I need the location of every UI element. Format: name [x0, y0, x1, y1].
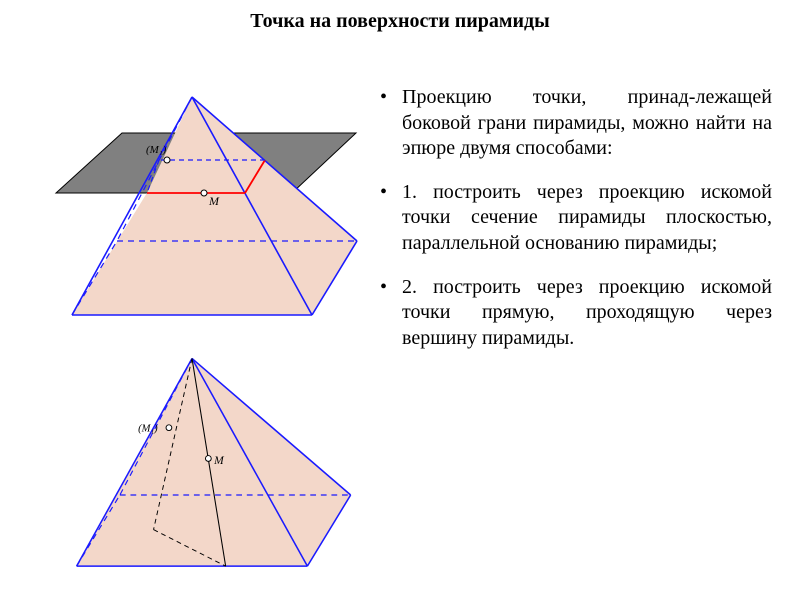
list-item: Проекцию точки, принад-лежащей боковой г… — [380, 85, 772, 162]
label-m1-b: (M₁) — [138, 424, 158, 435]
list-item: 2. построить через проекцию искомой точк… — [380, 275, 772, 352]
point-m-b — [205, 456, 211, 462]
pyramid-apex-line-diagram: M (M₁) — [12, 345, 372, 595]
page-title: Точка на поверхности пирамиды — [0, 0, 800, 45]
point-m — [201, 190, 207, 196]
text-column: Проекцию точки, принад-лежащей боковой г… — [372, 45, 788, 595]
point-m1 — [164, 157, 170, 163]
point-m1-b — [166, 425, 172, 431]
pyramid-cut-diagram: M (M₁) — [12, 45, 372, 345]
content-row: M (M₁) M — [0, 45, 800, 595]
label-m: M — [208, 194, 220, 208]
bullet-list: Проекцию точки, принад-лежащей боковой г… — [380, 85, 772, 351]
label-m-b: M — [213, 455, 225, 467]
diagram-column: M (M₁) M — [12, 45, 372, 595]
label-m1: (M₁) — [146, 144, 167, 156]
list-item: 1. построить через проекцию искомой точк… — [380, 180, 772, 257]
